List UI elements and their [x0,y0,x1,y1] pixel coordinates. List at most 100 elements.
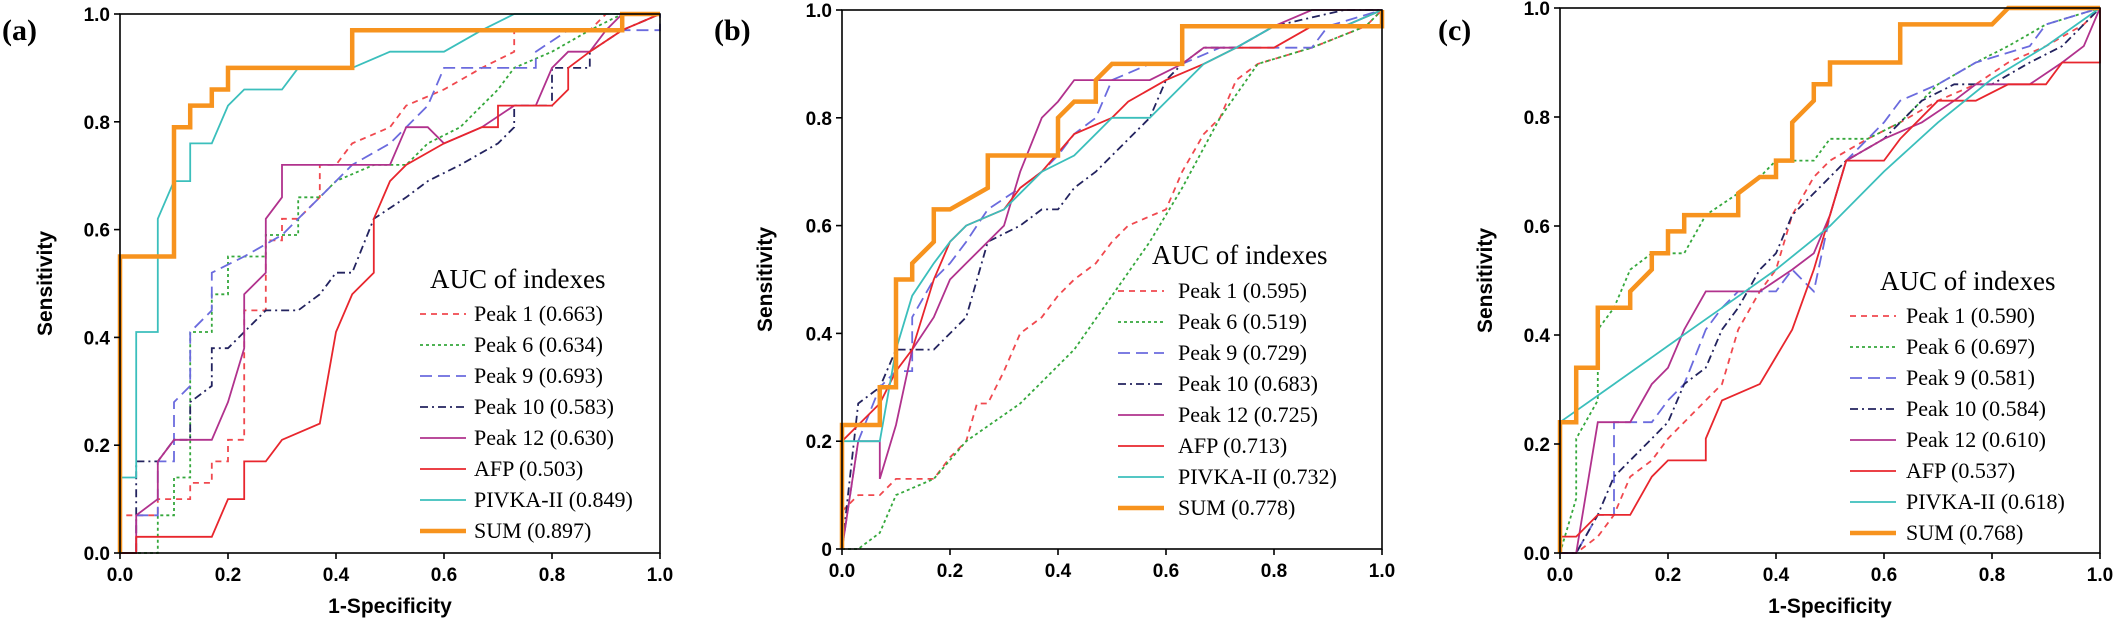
legend-title: AUC of indexes [1152,240,1327,270]
roc-curve-8 [117,11,660,553]
legend-entry: Peak 1 (0.663) [474,301,603,326]
legend-entry: PIVKA-II (0.618) [1906,489,2065,514]
legend-entry: PIVKA-II (0.849) [474,487,633,512]
y-axis-title: Sensitivity [754,227,777,332]
y-tick-label: 0.4 [1524,326,1551,347]
legend-entry: Peak 12 (0.725) [1178,402,1318,427]
y-axis-title: Sensitivity [34,231,57,336]
roc-curve-8 [839,10,1385,549]
x-tick-label: 1.0 [2087,565,2113,586]
y-tick-label: 0 [821,540,832,561]
y-tick-label: 1.0 [806,1,832,22]
roc-curve-7 [119,13,660,553]
x-tick-label: 0.0 [1547,565,1573,586]
roc-curve-6 [120,13,661,554]
y-tick-label: 0.6 [84,221,110,242]
roc-curve-7 [1559,7,2101,423]
legend-entry: SUM (0.778) [1178,495,1295,520]
roc-curve-1 [841,9,1383,512]
roc-curve-1 [1560,7,2101,554]
x-tick-label: 0.2 [215,565,241,586]
legend-entry: SUM (0.768) [1906,520,2023,545]
legend-entry: Peak 1 (0.595) [1178,278,1307,303]
roc-panel-1: (a) 0.0 0.2 0.4 0.6 0.8 1.0 0.0 0.2 0.4 0.6 0.8 1.0 1… [2,5,673,618]
x-axis-title: 1-Specificity [328,595,452,618]
legend-entry: Peak 6 (0.697) [1906,334,2035,359]
legend-entry: Peak 6 (0.634) [474,332,603,357]
roc-curve-5 [1560,7,2101,554]
y-tick-label: 0.0 [1524,544,1550,565]
legend-entry: PIVKA-II (0.732) [1178,464,1337,489]
x-tick-label: 0.0 [829,561,855,582]
x-axis-title: 1-Specificity [1768,595,1892,618]
roc-curve-2 [842,9,1383,550]
x-tick-label: 0.8 [539,565,565,586]
legend-entry: Peak 9 (0.693) [474,363,603,388]
roc-curve-5 [841,9,1382,550]
y-tick-label: 0.6 [806,217,832,238]
y-tick-label: 0.8 [1524,108,1550,129]
plot-frame [841,9,1383,550]
legend-entry: Peak 10 (0.583) [474,394,614,419]
x-tick-label: 0.4 [1045,561,1072,582]
roc-curve-8 [1557,5,2100,553]
legend-entry: Peak 9 (0.581) [1906,365,2035,390]
x-tick-label: 0.4 [323,565,350,586]
y-tick-label: 0.2 [806,432,832,453]
x-tick-label: 0.2 [1655,565,1681,586]
x-tick-label: 0.8 [1979,565,2005,586]
roc-curve-6 [1559,8,2101,553]
x-tick-label: 0.0 [107,565,133,586]
y-tick-label: 0.4 [84,328,111,349]
series-group [117,11,661,554]
legend-title: AUC of indexes [430,264,605,294]
x-tick-label: 1.0 [647,565,673,586]
legend-entry: AFP (0.537) [1906,458,2015,483]
roc-panel-3: (c) 0.0 0.2 0.4 0.6 0.8 1.0 0.0 0.2 0.4 0.6 0.8 1.0 1… [1438,0,2113,618]
y-axis-title: Sensitivity [1474,228,1497,333]
x-tick-label: 0.6 [1871,565,1897,586]
roc-curve-5 [120,13,660,554]
y-tick-label: 0.4 [806,324,833,345]
series-group [839,9,1385,550]
legend-entry: AFP (0.713) [1178,433,1287,458]
y-tick-label: 0.2 [1524,435,1550,456]
roc-curve-7 [841,9,1383,549]
y-tick-label: 0.6 [1524,217,1550,238]
y-tick-label: 0.8 [806,109,832,130]
x-tick-label: 0.8 [1261,561,1287,582]
y-tick-label: 0.0 [84,544,110,565]
plot-frame [1559,7,2101,554]
legend-entry: Peak 12 (0.630) [474,425,614,450]
legend-entry: SUM (0.897) [474,518,591,543]
y-tick-label: 1.0 [84,5,110,26]
roc-panel-2: (b) 0.0 0.2 0.4 0.6 0.8 1.0 0 0.2 0.4 0.6 0.8 1.0 Sen… [714,1,1395,582]
y-tick-label: 1.0 [1524,0,1550,20]
legend: AUC of indexes Peak 1 (0.595) Peak 6 (0.51… [1118,240,1337,520]
legend-entry: Peak 10 (0.584) [1906,396,2046,421]
legend-title: AUC of indexes [1880,266,2055,296]
x-tick-label: 1.0 [1369,561,1395,582]
panel-label: (c) [1438,14,1471,47]
legend-entry: Peak 10 (0.683) [1178,371,1318,396]
legend-entry: Peak 1 (0.590) [1906,303,2035,328]
legend-entry: AFP (0.503) [474,456,583,481]
legend-entry: Peak 6 (0.519) [1178,309,1307,334]
panel-label: (b) [714,14,751,47]
legend-entry: Peak 12 (0.610) [1906,427,2046,452]
legend: AUC of indexes Peak 1 (0.590) Peak 6 (0.69… [1850,266,2065,545]
series-group [1557,5,2101,554]
roc-curve-3 [1560,7,2101,554]
y-tick-label: 0.2 [84,436,110,457]
roc-curve-3 [120,14,661,554]
roc-curve-2 [120,13,660,554]
x-tick-label: 0.2 [937,561,963,582]
x-tick-label: 0.6 [431,565,457,586]
plot-frame [119,13,661,554]
panel-label: (a) [2,14,37,47]
y-tick-label: 0.8 [84,113,110,134]
x-tick-label: 0.4 [1763,565,1790,586]
roc-curve-1 [119,13,660,553]
x-tick-label: 0.6 [1153,561,1179,582]
